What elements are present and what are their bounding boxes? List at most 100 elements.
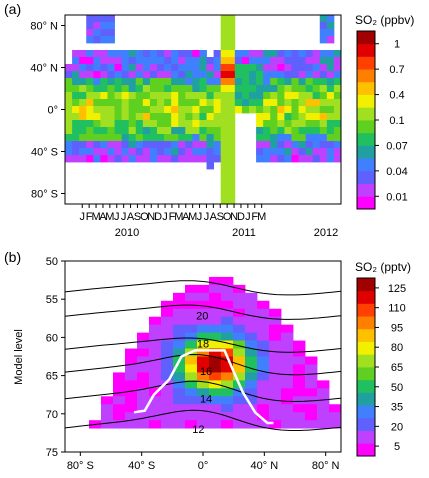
heatmap-cell-a xyxy=(79,50,87,58)
heatmap-cell-a xyxy=(142,148,151,156)
heatmap-cell-a xyxy=(213,50,222,58)
heatmap-cell-a xyxy=(79,134,87,142)
heatmap-cell-b xyxy=(281,348,294,357)
heatmap-cell-b xyxy=(185,372,198,381)
heatmap-cell-b xyxy=(161,316,174,326)
heatmap-cell-a xyxy=(121,99,130,107)
heatmap-cell-a xyxy=(234,57,243,65)
heatmap-cell-a xyxy=(298,120,307,128)
heatmap-cell-a xyxy=(263,120,271,128)
colorbar-tick-label: 0.1 xyxy=(389,115,404,127)
heatmap-cell-b xyxy=(317,388,330,397)
heatmap-cell-a xyxy=(256,141,264,149)
heatmap-cell-b xyxy=(233,396,246,405)
heatmap-cell-b xyxy=(257,364,270,373)
heatmap-cell-b xyxy=(173,404,186,413)
contour-label: 12 xyxy=(192,424,204,436)
heatmap-cell-a xyxy=(305,99,314,107)
heatmap-cell-a xyxy=(93,15,101,23)
heatmap-cell-a xyxy=(270,141,278,149)
heatmap-cell-a xyxy=(171,155,179,163)
heatmap-cell-a xyxy=(199,113,207,121)
heatmap-cell-b xyxy=(173,396,186,405)
heatmap-cell-a xyxy=(86,155,94,163)
heatmap-cell-b xyxy=(113,412,126,421)
heatmap-cell-b xyxy=(293,364,306,373)
heatmap-cell-a xyxy=(249,57,257,65)
heatmap-cell-a xyxy=(149,99,158,107)
heatmap-cell-b xyxy=(281,404,294,413)
heatmap-cell-a xyxy=(263,78,271,86)
heatmap-cell-a xyxy=(305,85,314,93)
heatmap-cell-b xyxy=(209,332,222,341)
heatmap-cell-a xyxy=(241,92,250,100)
heatmap-cell-b xyxy=(149,380,162,389)
heatmap-cell-b xyxy=(281,380,294,389)
heatmap-cell-a xyxy=(206,120,215,128)
heatmap-cell-a xyxy=(72,50,80,58)
heatmap-cell-b xyxy=(149,332,162,341)
heatmap-cell-a xyxy=(171,64,179,72)
heatmap-cell-a xyxy=(256,127,264,135)
heatmap-cell-b xyxy=(125,364,138,373)
heatmap-cell-a xyxy=(312,106,321,114)
heatmap-cell-a xyxy=(135,57,144,65)
heatmap-cell-b xyxy=(257,396,270,405)
heatmap-cell-a xyxy=(192,99,200,107)
heatmap-cell-a xyxy=(326,113,335,121)
heatmap-cell-a xyxy=(72,106,80,114)
heatmap-cell-a xyxy=(326,71,335,79)
heatmap-cell-a xyxy=(263,106,271,114)
heatmap-cell-a xyxy=(185,148,193,156)
heatmap-cell-a xyxy=(100,78,108,86)
heatmap-cell-a xyxy=(326,15,335,23)
heatmap-cell-b xyxy=(185,356,198,365)
x-tick-label: O xyxy=(140,211,149,223)
heatmap-cell-a xyxy=(319,85,328,93)
colorbar-swatch xyxy=(357,158,375,172)
heatmap-cell-a xyxy=(114,141,123,149)
heatmap-cell-a xyxy=(107,127,115,135)
heatmap-cell-b xyxy=(305,420,318,429)
heatmap-cell-a xyxy=(298,50,307,58)
heatmap-cell-a xyxy=(213,113,222,121)
heatmap-cell-b xyxy=(257,380,270,389)
heatmap-cell-a xyxy=(220,15,229,23)
heatmap-cell-a xyxy=(326,50,335,58)
heatmap-cell-a xyxy=(135,113,144,121)
panel-b-ylabel: Model level xyxy=(13,329,25,385)
heatmap-cell-a xyxy=(326,92,335,100)
heatmap-cell-b xyxy=(293,388,306,397)
heatmap-cell-a xyxy=(213,155,222,163)
heatmap-cell-a xyxy=(213,57,222,65)
colorbar-a: 1 0.7 0.4 0.1 0.07 0.04 0.01 xyxy=(356,30,408,210)
heatmap-cell-b xyxy=(173,340,186,349)
heatmap-cell-a xyxy=(164,141,172,149)
heatmap-cell-b xyxy=(293,348,306,357)
heatmap-cell-a xyxy=(149,127,158,135)
heatmap-cell-b xyxy=(173,372,186,381)
x-tick-label: O xyxy=(223,211,232,223)
heatmap-cell-a xyxy=(227,43,236,51)
heatmap-cell-a xyxy=(79,127,87,135)
heatmap-cell-a xyxy=(312,85,321,93)
heatmap-cell-a xyxy=(199,57,207,65)
heatmap-cell-a xyxy=(178,113,186,121)
heatmap-cell-a xyxy=(319,71,328,79)
heatmap-cell-a xyxy=(249,78,257,86)
heatmap-cell-b xyxy=(233,300,246,310)
heatmap-cell-b xyxy=(125,412,138,421)
heatmap-cell-a xyxy=(157,134,165,142)
heatmap-cell-a xyxy=(220,162,229,170)
heatmap-cell-a xyxy=(263,113,271,121)
heatmap-cell-a xyxy=(72,113,80,121)
heatmap-cell-a xyxy=(270,50,278,58)
heatmap-cell-a xyxy=(142,64,151,72)
heatmap-cell-a xyxy=(227,71,236,79)
heatmap-cell-a xyxy=(270,99,278,107)
heatmap-cell-b xyxy=(185,316,198,326)
panel-b-y-axis: 50 55 60 65 70 75 xyxy=(46,256,65,459)
y-tick-label: 0° xyxy=(47,105,58,117)
heatmap-cell-b xyxy=(233,332,246,341)
heatmap-cell-a xyxy=(256,92,264,100)
